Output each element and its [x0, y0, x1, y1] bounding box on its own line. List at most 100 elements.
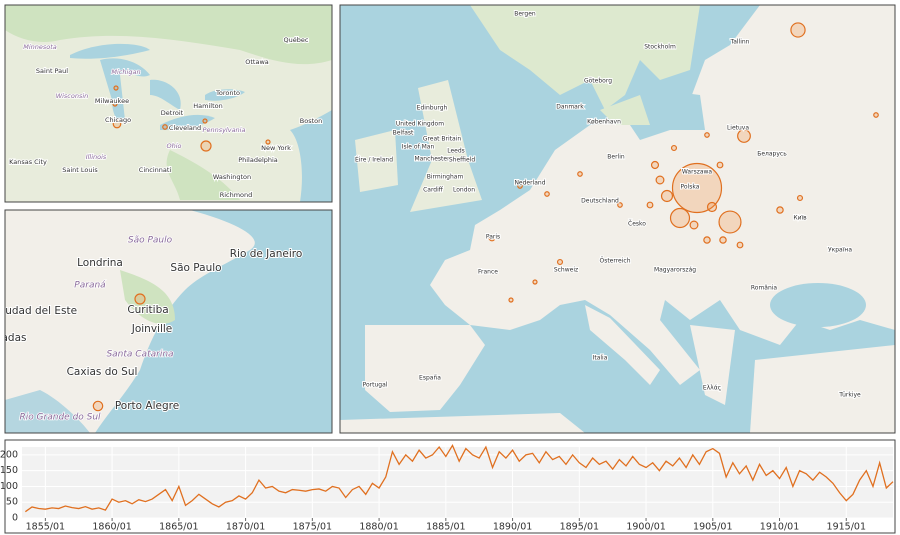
map-europe[interactable]: Bergen Stockholm Tallinn Göteborg Danmark Køb… [340, 5, 895, 433]
place-label: Hamilton [193, 102, 222, 110]
place-label: Washington [213, 173, 251, 181]
place-label: Київ [793, 215, 807, 222]
place-label: Ciudad del Este [0, 305, 77, 317]
place-label: Detroit [161, 109, 184, 117]
marker [532, 279, 538, 285]
place-label: Bergen [514, 11, 536, 18]
place-label: adas [1, 332, 26, 344]
place-label: Stockholm [644, 44, 676, 51]
place-label: Milwaukee [95, 97, 129, 105]
place-label: Italia [593, 355, 608, 362]
marker [650, 160, 660, 170]
place-label: România [751, 285, 778, 292]
series-line [24, 443, 894, 513]
marker [646, 201, 654, 209]
marker [670, 144, 678, 152]
region-label: Pennsylvania [203, 126, 246, 134]
region-label: Paraná [74, 281, 106, 291]
x-tick-label: 1885/01 [426, 522, 465, 533]
marker [488, 234, 496, 242]
region-label: Illinois [86, 153, 107, 161]
place-label: Nederland [514, 180, 545, 187]
place-label: Magyarország [654, 267, 696, 274]
x-tick-label: 1860/01 [92, 522, 131, 533]
place-label: Türkiye [838, 392, 861, 399]
marker [719, 236, 727, 244]
panel-border [4, 209, 333, 434]
place-label: Belfast [393, 130, 414, 137]
map-brazil[interactable]: Rio de Janeiro Londrina São Paulo Curitiba C… [0, 210, 332, 433]
place-label: Québec [284, 36, 309, 44]
place-label: Saint Paul [36, 67, 68, 75]
marker [577, 171, 583, 177]
marker [796, 194, 804, 202]
marker [671, 162, 723, 214]
x-tick-label: 1905/01 [693, 522, 732, 533]
place-label: Ελλάς [703, 385, 721, 392]
place-label: Lietuva [727, 125, 749, 132]
place-label: Rio de Janeiro [230, 248, 303, 260]
place-label: Philadelphia [238, 156, 278, 164]
place-label: Boston [300, 117, 322, 125]
place-label: New York [261, 144, 291, 152]
marker [134, 293, 146, 305]
marker [655, 175, 665, 185]
x-tick-label: 1910/01 [760, 522, 799, 533]
place-label: Londrina [77, 257, 123, 269]
map-north-america[interactable]: Québec Ottawa Toronto Hamilton Detroit Saint … [5, 5, 332, 202]
place-label: Birmingham [427, 174, 464, 181]
place-label: Göteborg [584, 78, 612, 85]
y-tick-label: 50 [6, 497, 18, 508]
region-label: São Paulo [128, 236, 173, 246]
x-tick-label: 1855/01 [26, 522, 65, 533]
place-label: Kansas City [9, 158, 47, 166]
panel-border [339, 4, 896, 434]
y-tick-label: 0 [12, 513, 18, 524]
place-label: España [419, 375, 441, 382]
marker [508, 297, 514, 303]
place-label: Richmond [220, 191, 253, 199]
place-label: Caxias do Sul [67, 366, 138, 378]
x-tick-label: 1870/01 [226, 522, 265, 533]
place-label: Ottawa [245, 58, 269, 66]
marker [92, 400, 104, 412]
place-label: London [453, 187, 475, 194]
place-label: Cincinnati [139, 166, 172, 174]
marker [703, 236, 711, 244]
region-label: Minnesota [23, 43, 57, 51]
region-label: Michigan [111, 68, 140, 76]
place-label: Česko [628, 221, 646, 228]
marker [113, 85, 119, 91]
place-label: Chicago [105, 116, 131, 124]
x-tick-label: 1880/01 [359, 522, 398, 533]
place-label: Sheffield [449, 157, 475, 164]
place-label: Saint Louis [62, 166, 98, 174]
marker [718, 210, 742, 234]
marker [517, 183, 523, 189]
place-label: Leeds [447, 148, 465, 155]
place-label: Edinburgh [417, 105, 448, 112]
place-label: Joinville [131, 323, 173, 335]
marker [790, 22, 806, 38]
place-label: Toronto [215, 89, 240, 97]
place-label: Schweiz [554, 267, 578, 274]
place-label: Portugal [363, 382, 388, 389]
place-label: United Kingdom [396, 121, 444, 128]
marker [162, 124, 168, 130]
place-label: København [587, 119, 621, 126]
place-label: São Paulo [170, 262, 221, 274]
marker [556, 258, 564, 266]
region-label: Rio Grande do Sul [19, 413, 101, 423]
place-label: Curitiba [127, 304, 168, 316]
x-tick-label: 1915/01 [827, 522, 866, 533]
marker [776, 206, 784, 214]
x-tick-label: 1890/01 [493, 522, 532, 533]
region-label: Wisconsin [56, 92, 89, 100]
marker [736, 241, 744, 249]
place-label: Great Britain [423, 136, 462, 143]
x-tick-label: 1865/01 [159, 522, 198, 533]
y-tick-label: 100 [0, 481, 18, 492]
place-label: Porto Alegre [115, 400, 179, 412]
marker [544, 191, 550, 197]
